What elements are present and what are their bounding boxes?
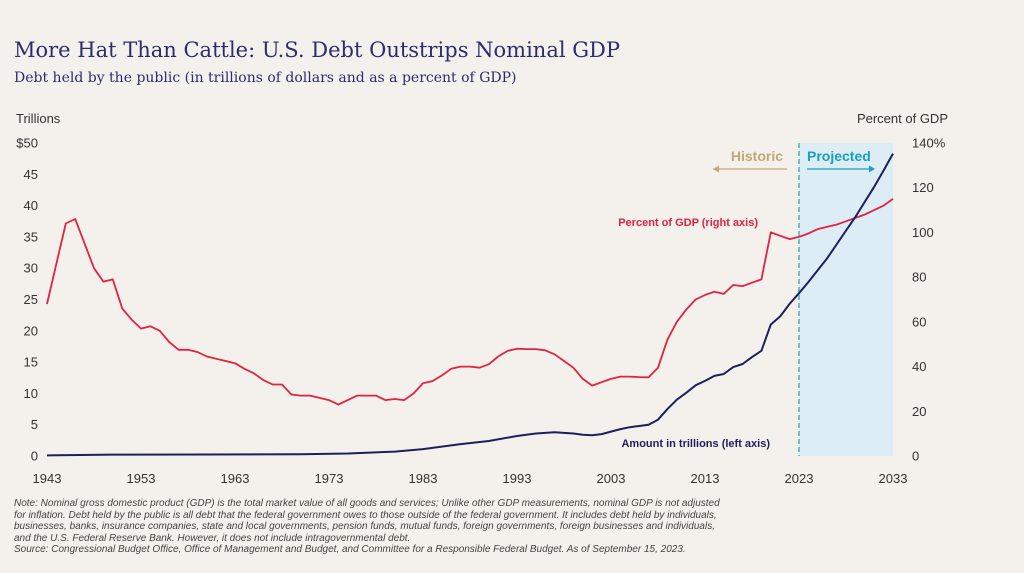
chart-subtitle: Debt held by the public (in trillions of… <box>14 70 517 86</box>
debt-amount-series-label: Amount in trillions (left axis) <box>621 438 770 450</box>
x-tick-label: 1953 <box>127 471 156 486</box>
y-left-tick-label: 45 <box>24 167 38 182</box>
x-tick-label: 2013 <box>691 471 720 486</box>
percent-of-gdp-series-label: Percent of GDP (right axis) <box>618 217 758 229</box>
y-right-tick-label: 40 <box>912 359 926 374</box>
y-left-tick-label: 25 <box>24 292 38 307</box>
y-left-tick-label: 20 <box>24 323 38 338</box>
debt-amount-line <box>46 153 894 457</box>
note-line: businesses, banks, insurance companies, … <box>14 521 715 533</box>
x-tick-label: 1943 <box>33 471 62 486</box>
note-line: Note: Nominal gross domestic product (GD… <box>14 498 720 509</box>
right-axis-title: Percent of GDP <box>856 111 948 126</box>
y-right-tick-label: 100 <box>912 225 934 240</box>
note-line: for inflation. Debt held by the public i… <box>14 509 717 521</box>
x-tick-label: 2003 <box>597 471 626 486</box>
chart-title: More Hat Than Cattle: U.S. Debt Outstrip… <box>14 38 620 62</box>
y-left-tick-label: 35 <box>24 229 38 244</box>
x-tick-label: 1993 <box>503 471 532 486</box>
y-right-tick-label: 140% <box>912 136 946 151</box>
y-right-tick-label: 120 <box>912 180 934 195</box>
percent-of-gdp-line <box>46 198 894 406</box>
x-tick-label: 1973 <box>315 471 344 486</box>
y-left-tick-label: 30 <box>24 261 38 276</box>
projected-label: Projected <box>807 148 871 164</box>
projected-region <box>799 143 893 456</box>
y-right-tick-label: 20 <box>912 404 926 419</box>
y-left-tick-label: 40 <box>24 198 38 213</box>
y-right-tick-label: 80 <box>912 270 926 285</box>
x-tick-label: 1983 <box>409 471 438 486</box>
y-left-tick-label: $50 <box>16 136 38 151</box>
x-tick-label: 2023 <box>785 471 814 486</box>
projected-arrow-head <box>869 165 875 173</box>
y-left-tick-label: 15 <box>24 355 38 370</box>
y-left-tick-label: 5 <box>31 417 38 432</box>
note-line: and the U.S. Federal Reserve Bank. Howev… <box>14 532 411 544</box>
y-left-tick-label: 0 <box>31 449 38 464</box>
x-tick-label: 2033 <box>879 471 908 486</box>
y-right-tick-label: 0 <box>912 449 919 464</box>
historic-arrow-head <box>713 165 719 173</box>
y-left-tick-label: 10 <box>24 386 38 401</box>
chart-notes: Note: Nominal gross domestic product (GD… <box>14 498 1014 556</box>
y-right-tick-label: 60 <box>912 314 926 329</box>
source-line: Source: Congressional Budget Office, Off… <box>14 544 686 556</box>
historic-label: Historic <box>731 148 783 164</box>
x-tick-label: 1963 <box>221 471 250 486</box>
left-axis-title: Trillions <box>16 111 61 126</box>
